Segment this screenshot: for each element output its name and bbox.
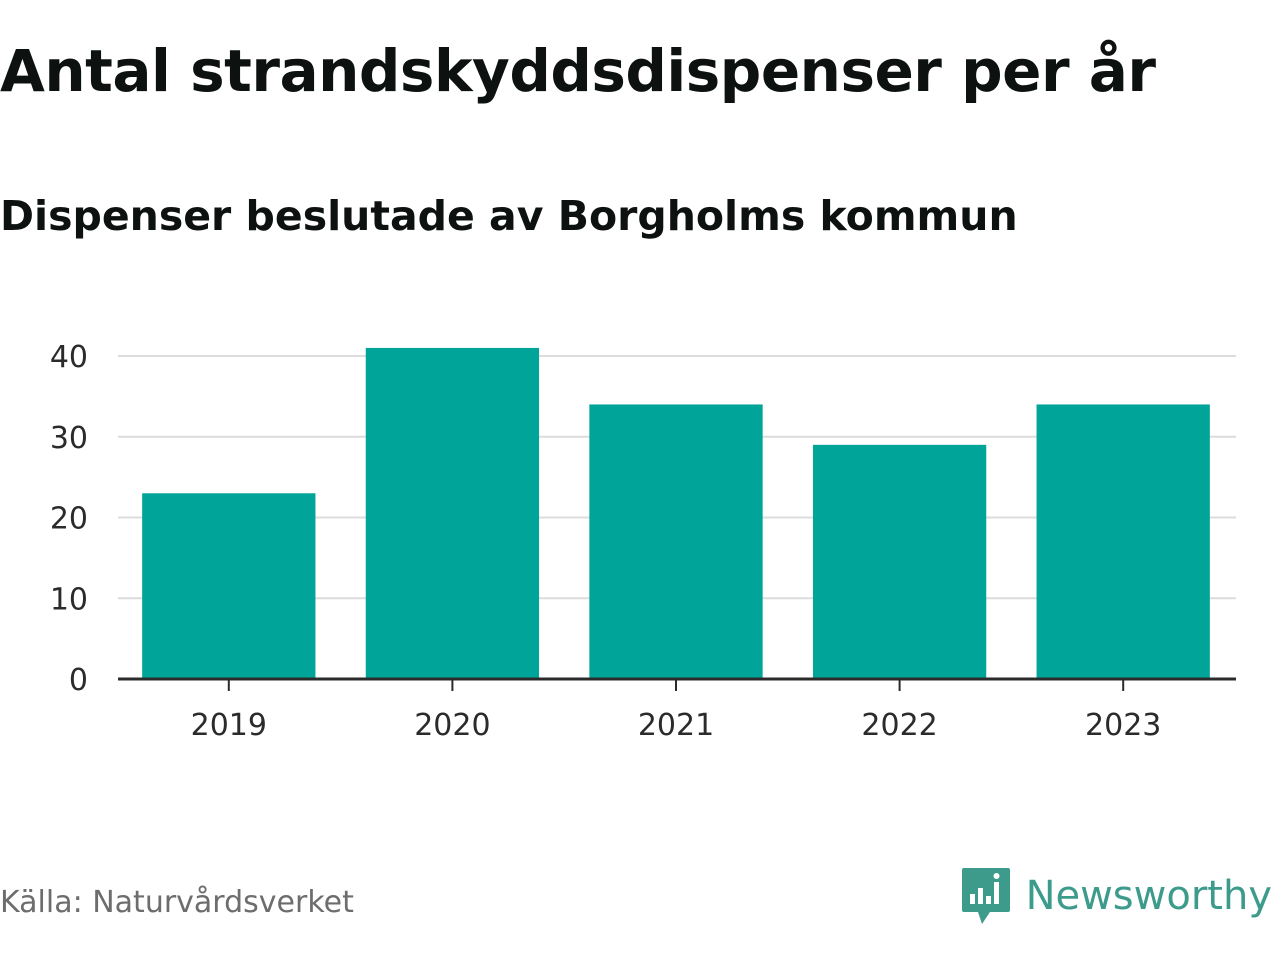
y-tick-label: 10: [50, 582, 88, 617]
y-tick-label: 30: [50, 421, 88, 456]
bar-2019: [142, 493, 316, 679]
chart-title: Antal strandskyddsdispenser per år: [0, 37, 1156, 105]
bar-2022: [812, 444, 987, 679]
chart-subtitle: Dispenser beslutade av Borgholms kommun: [0, 192, 1018, 240]
x-tick-label: 2023: [1085, 708, 1161, 743]
x-tick-label: 2020: [414, 708, 490, 743]
bar-2023: [1036, 404, 1210, 679]
y-tick-label: 20: [50, 502, 88, 537]
bar-2020: [365, 347, 540, 679]
y-tick-label: 40: [50, 340, 88, 375]
source-note: Källa: Naturvårdsverket: [0, 885, 354, 920]
x-tick-label: 2019: [191, 708, 267, 743]
bar-2021: [589, 404, 763, 679]
bars: [142, 347, 1210, 679]
brand-logo: Newsworthy: [960, 864, 1272, 928]
x-tick-label: 2021: [638, 708, 714, 743]
brand-name: Newsworthy: [1025, 873, 1272, 919]
x-axis: 2019 2020 2021 2022 2023: [118, 677, 1236, 743]
y-tick-label: 0: [69, 663, 88, 698]
y-axis-ticks: 0 10 20 30 40: [50, 340, 88, 698]
chart-bubble-icon: [961, 868, 1010, 924]
x-tick-label: 2022: [861, 708, 937, 743]
bar-chart: 0 10 20 30 40 2019 2020 2021 2022 2023: [50, 340, 1236, 743]
